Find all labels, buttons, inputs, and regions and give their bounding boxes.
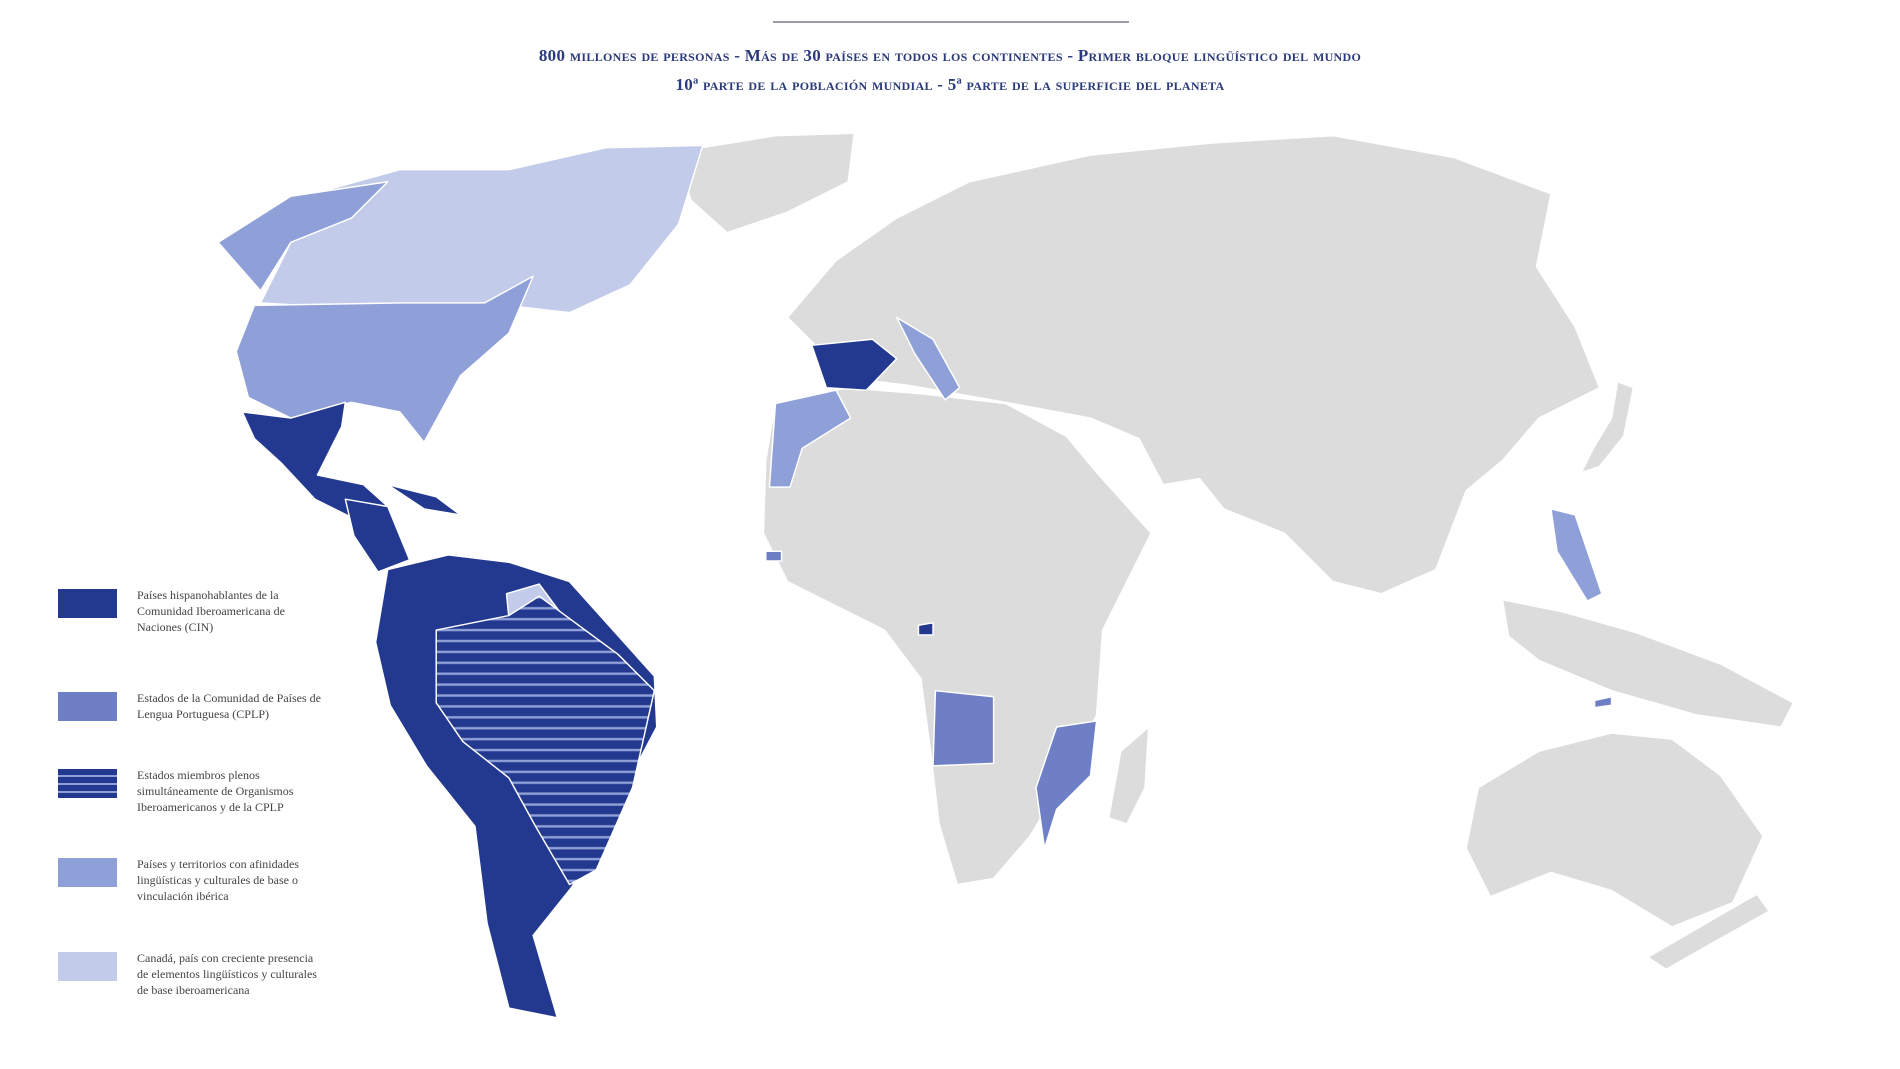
caribbean	[387, 483, 462, 516]
legend-label: Países y territorios con afinidades ling…	[137, 857, 299, 903]
alaska	[217, 181, 389, 292]
subtitle-line: 800 millones de personas - Más de 30 paí…	[538, 46, 1362, 65]
legend-label: Estados de la Comunidad de Países de Len…	[137, 691, 321, 721]
guinea-bissau	[765, 550, 783, 562]
spain	[811, 338, 898, 391]
eurasia	[786, 134, 1601, 595]
legend-swatch	[58, 589, 117, 618]
italy	[895, 316, 961, 401]
legend-label: Países hispanohablantes de la Comunidad …	[137, 588, 285, 634]
subtitle-line: 10ª parte de la población mundial - 5ª p…	[675, 75, 1225, 94]
east-timor	[1593, 696, 1613, 709]
legend-label: Canadá, país con creciente presencia de …	[137, 951, 317, 997]
mozambique	[1035, 720, 1098, 849]
japan	[1580, 380, 1635, 474]
africa	[762, 387, 1152, 886]
brazil	[435, 595, 656, 886]
angola	[932, 689, 995, 767]
mexico	[241, 401, 389, 525]
indonesia	[1501, 599, 1795, 728]
madagascar	[1107, 726, 1150, 825]
legend-swatch	[58, 769, 117, 798]
legend-swatch	[58, 858, 117, 887]
central-america	[344, 498, 411, 573]
usa	[235, 275, 534, 443]
legend-label: Estados miembros plenos simultáneamente …	[137, 768, 294, 814]
morocco	[768, 389, 852, 488]
philippines	[1550, 508, 1603, 602]
legend-swatch	[58, 692, 117, 721]
equatorial-guinea	[917, 622, 934, 636]
greenland	[677, 132, 855, 234]
australia	[1465, 732, 1764, 928]
new-zealand	[1647, 893, 1770, 971]
legend-swatch	[58, 952, 117, 981]
canada	[259, 144, 704, 314]
